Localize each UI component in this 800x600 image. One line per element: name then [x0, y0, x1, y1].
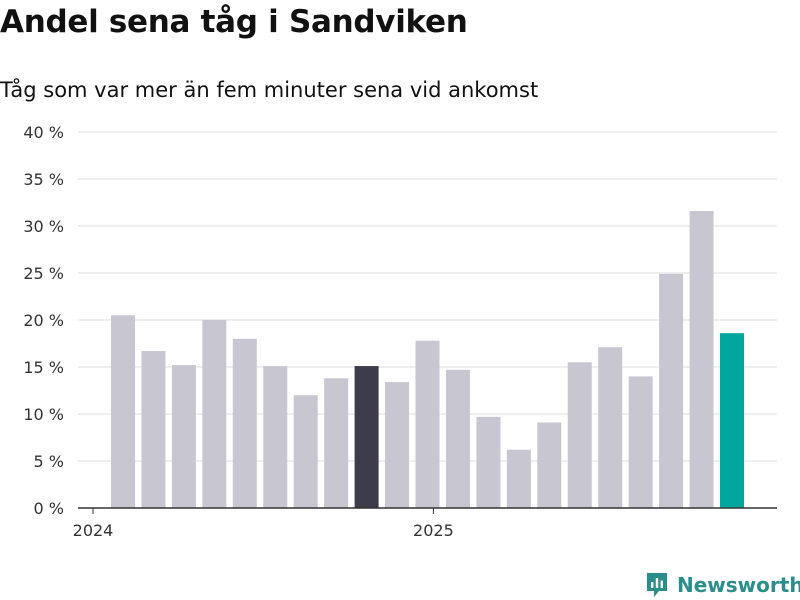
y-tick-label: 15 %	[23, 358, 64, 377]
chart-title: Andel sena tåg i Sandviken	[0, 4, 468, 40]
y-tick-label: 0 %	[34, 499, 64, 518]
bar	[567, 362, 592, 508]
y-tick-label: 35 %	[23, 170, 64, 189]
x-tick-label: 2024	[73, 521, 114, 540]
x-axis-tick-labels: 2024 2025	[73, 508, 454, 540]
brand-logo: Newsworthy	[645, 570, 800, 600]
bar	[628, 376, 653, 508]
bars	[111, 210, 744, 508]
bar	[111, 315, 135, 508]
brand-name: Newsworthy	[677, 573, 800, 597]
y-tick-label: 10 %	[23, 405, 64, 424]
bar	[598, 347, 623, 508]
y-tick-label: 5 %	[34, 452, 64, 471]
bar	[476, 416, 501, 508]
bar	[171, 365, 196, 508]
y-axis-tick-labels: 0 % 5 % 10 % 15 % 20 % 25 % 30 % 35 % 40 %	[23, 123, 64, 518]
y-tick-label: 40 %	[23, 123, 64, 142]
bar	[506, 449, 531, 508]
bar	[659, 273, 684, 508]
bar	[537, 422, 562, 508]
bar	[354, 366, 379, 508]
bar	[445, 369, 470, 508]
y-tick-label: 20 %	[23, 311, 64, 330]
bar	[415, 340, 440, 508]
bar	[232, 338, 257, 508]
bar	[324, 378, 349, 508]
bar	[293, 395, 318, 508]
bar	[263, 366, 288, 508]
chart-subtitle: Tåg som var mer än fem minuter sena vid …	[0, 78, 539, 102]
y-tick-label: 25 %	[23, 264, 64, 283]
bar	[141, 351, 166, 508]
bar	[689, 210, 714, 508]
y-tick-label: 30 %	[23, 217, 64, 236]
x-tick-label: 2025	[413, 521, 454, 540]
bar	[385, 382, 410, 508]
newsworthy-logo-icon	[647, 573, 667, 597]
bar	[720, 333, 744, 508]
bar	[202, 320, 227, 508]
